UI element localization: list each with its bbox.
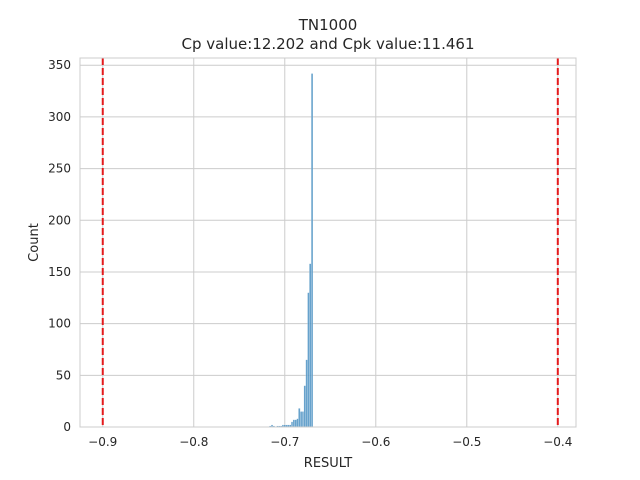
y-tick-label: 150 bbox=[48, 265, 71, 279]
histogram-bar bbox=[291, 421, 294, 428]
histogram-bar bbox=[294, 419, 297, 428]
y-tick-label: 0 bbox=[63, 420, 71, 434]
x-axis-label: RESULT bbox=[304, 456, 352, 471]
x-tick-label: −0.7 bbox=[270, 435, 299, 449]
histogram-bar bbox=[292, 419, 295, 428]
x-tick-label: −0.4 bbox=[543, 435, 572, 449]
x-tick-label: −0.8 bbox=[179, 435, 208, 449]
chart-title: TN1000 bbox=[298, 16, 358, 34]
histogram-bar bbox=[300, 411, 303, 428]
y-tick-label: 200 bbox=[48, 213, 71, 227]
histogram-bar bbox=[305, 359, 308, 428]
histogram-bar bbox=[311, 73, 314, 428]
y-tick-label: 300 bbox=[48, 110, 71, 124]
x-tick-label: −0.5 bbox=[452, 435, 481, 449]
chart-subtitle: Cp value:12.202 and Cpk value:11.461 bbox=[181, 35, 475, 53]
histogram-bar bbox=[298, 408, 301, 428]
y-tick-label: 350 bbox=[48, 58, 71, 72]
plot-area bbox=[80, 58, 576, 427]
y-tick-label: 100 bbox=[48, 317, 71, 331]
histogram-bar bbox=[303, 385, 306, 428]
y-tick-label: 250 bbox=[48, 162, 71, 176]
histogram-bar bbox=[309, 263, 312, 428]
histogram-bar bbox=[296, 418, 299, 428]
x-tick-label: −0.6 bbox=[361, 435, 390, 449]
x-tick-label: −0.9 bbox=[88, 435, 117, 449]
y-axis-label: Count bbox=[27, 223, 42, 262]
plot-frame bbox=[79, 57, 577, 428]
histogram-bar bbox=[301, 411, 304, 428]
histogram-bar bbox=[307, 292, 310, 428]
y-tick-label: 50 bbox=[56, 368, 71, 382]
